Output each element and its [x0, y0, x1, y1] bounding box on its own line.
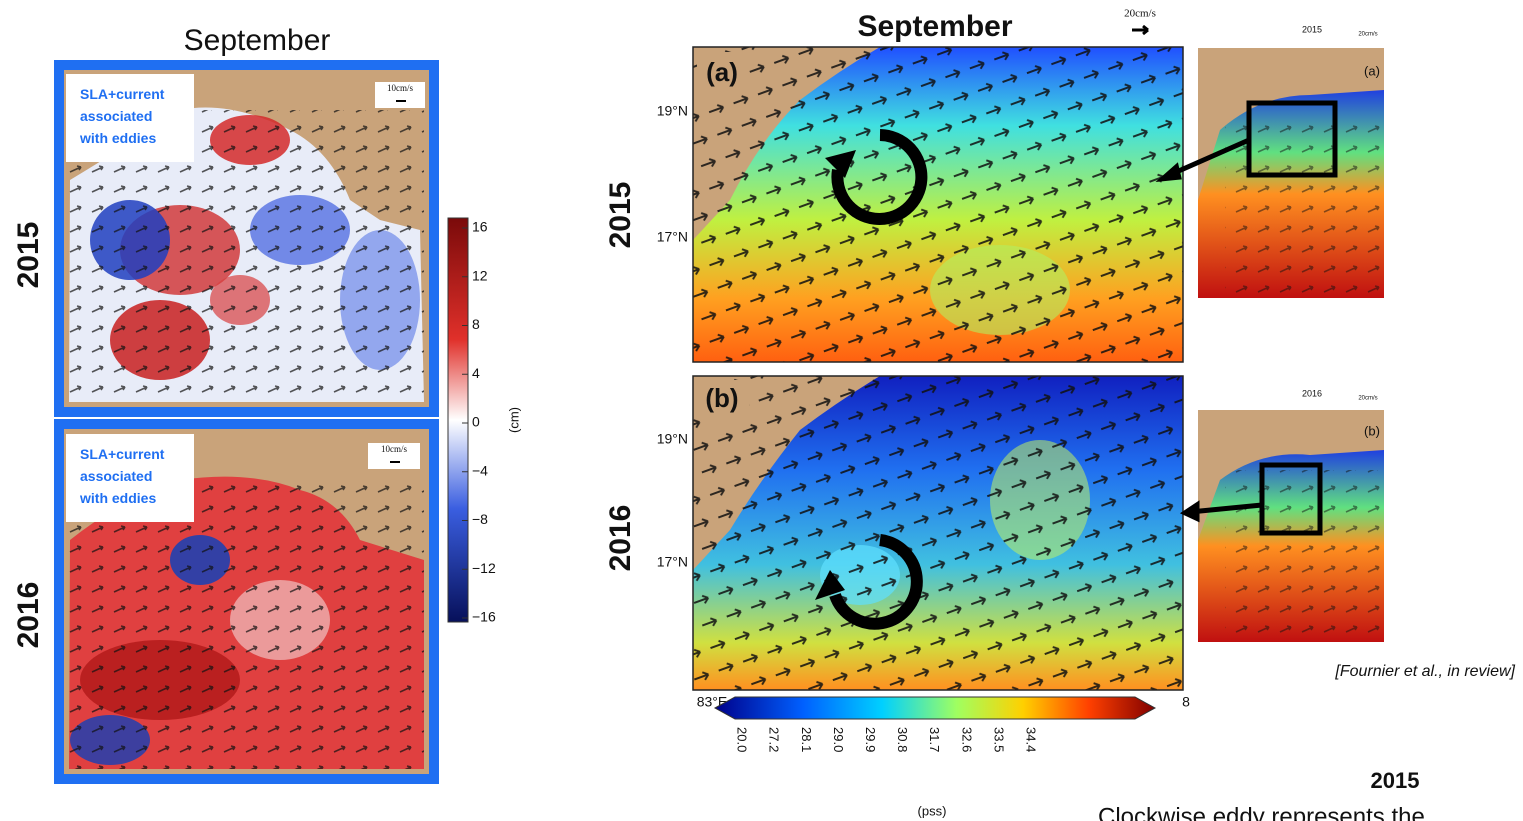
- panel-label: (a): [706, 57, 738, 87]
- footer-year: 2015: [1371, 768, 1420, 793]
- lat-label: 19°N: [657, 431, 688, 447]
- colorbar-tick-label: 33.5: [991, 727, 1006, 752]
- scale-arrow: [1132, 24, 1149, 36]
- colorbar-tick-label: 32.6: [959, 727, 974, 752]
- lon-label: 8: [1182, 694, 1190, 710]
- panel-box: [697, 380, 749, 420]
- salinity-map-b: [692, 375, 1184, 691]
- box-label: SLA+current associated with eddies: [79, 446, 165, 506]
- colorbar-unit: (cm): [506, 407, 521, 433]
- lat-label: 17°N: [657, 229, 688, 245]
- left-title: September: [184, 24, 331, 57]
- year-label: 2016: [12, 582, 45, 649]
- inset-scale: 20cm/s: [1358, 396, 1377, 402]
- colorbar-tick-label: 4: [472, 365, 480, 381]
- inset-2016: [1179, 410, 1384, 642]
- colorbar-tick-label: 20.0: [735, 727, 750, 752]
- scale-label: 10cm/s: [381, 444, 407, 454]
- panel-box: [697, 52, 749, 92]
- colorbar-tick-label: 16: [472, 219, 488, 235]
- colorbar-tick-label: 29.0: [831, 727, 846, 752]
- panel-label: (b): [705, 383, 738, 413]
- colorbar-tick-label: 8: [472, 316, 480, 332]
- sla-colorbar: [447, 217, 469, 623]
- inset-panel: (b): [1364, 423, 1380, 438]
- colorbar-tick-label: 29.9: [863, 727, 878, 752]
- inset-panel: (a): [1364, 63, 1380, 78]
- sla-map-2016: [54, 419, 439, 784]
- scale-box: [368, 443, 420, 469]
- salinity-map-a: [692, 46, 1184, 363]
- row-label-2015: 2015: [12, 222, 45, 289]
- lat-label: 19°N: [657, 103, 688, 119]
- colorbar-tick-label: −16: [472, 609, 496, 625]
- inset-scale: 20cm/s: [1358, 32, 1377, 38]
- colorbar-tick-label: 0: [472, 414, 480, 430]
- colorbar-tick-label: −4: [472, 462, 488, 478]
- year-label: 2015: [12, 222, 45, 289]
- inset-year: 2016: [1302, 388, 1322, 398]
- scale-label: 20cm/s: [1124, 8, 1156, 20]
- sla-colorbar-ticks: 16 12 8 4 0 −4 −8 −12 −16: [462, 219, 496, 625]
- colorbar-tick-label: 30.8: [895, 727, 910, 752]
- colorbar-unit: (pss): [918, 803, 947, 818]
- salinity-colorbar-ticks: 20.0 27.2 28.1 29.0 29.9 30.8 31.7 32.6 33.5 34.4: [735, 727, 1039, 752]
- citation: [Fournier et al., in review]: [1334, 663, 1515, 680]
- colorbar-tick-label: 34.4: [1024, 727, 1039, 752]
- colorbar-tick-label: −8: [472, 511, 488, 527]
- colorbar-tick-label: 28.1: [799, 727, 814, 752]
- footer-text: Clockwise eddy represents the: [1098, 803, 1425, 821]
- salinity-colorbar: [713, 696, 1157, 720]
- year-label: 2016: [604, 505, 637, 572]
- colorbar-tick-label: 12: [472, 267, 488, 283]
- colorbar-tick-label: −12: [472, 560, 496, 576]
- inset-2015: [1155, 48, 1384, 298]
- box-label: SLA+current associated with eddies: [79, 86, 165, 146]
- colorbar-tick-label: 27.2: [767, 727, 782, 752]
- year-label: 2015: [604, 182, 637, 249]
- label-box: [66, 434, 194, 522]
- inset-year: 2015: [1302, 24, 1322, 34]
- label-box: [66, 74, 194, 162]
- right-title: September: [857, 10, 1012, 43]
- lat-label: 17°N: [657, 554, 688, 570]
- scale-box: [375, 82, 425, 108]
- scale-label: 10cm/s: [387, 83, 413, 93]
- colorbar-tick-label: 31.7: [927, 727, 942, 752]
